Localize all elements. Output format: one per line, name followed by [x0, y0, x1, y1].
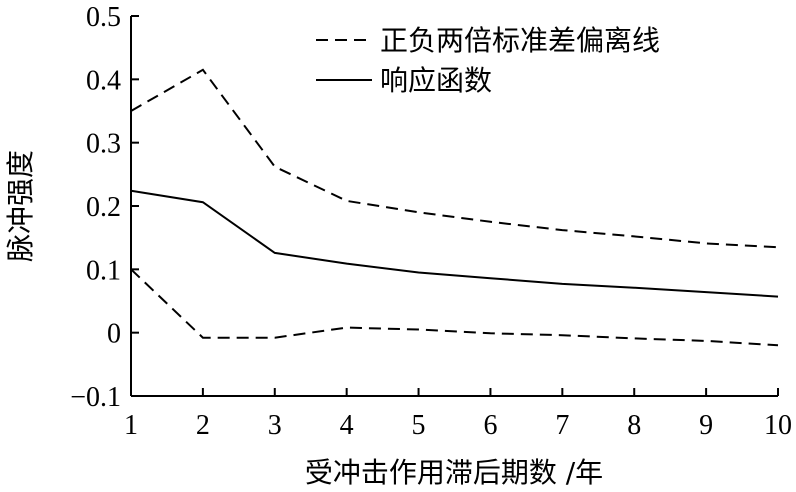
- legend-label-deviation: 正负两倍标准差偏离线: [380, 24, 660, 57]
- x-tick-label: 3: [268, 410, 282, 441]
- x-tick-label: 9: [699, 410, 713, 441]
- series-layer: [130, 68, 779, 347]
- x-axis-ticks: 1 2 3 4 5 6 7 8 9 10: [124, 388, 792, 441]
- x-tick-label: 1: [124, 410, 138, 441]
- x-tick-label: 6: [483, 410, 497, 441]
- x-tick-label: 5: [412, 410, 426, 441]
- series-lower-bound: [130, 268, 779, 347]
- y-tick-label: 0.3: [86, 129, 121, 160]
- x-tick-label: 7: [555, 410, 569, 441]
- y-tick-label: 0.1: [86, 255, 121, 286]
- legend: 正负两倍标准差偏离线 响应函数: [316, 24, 660, 97]
- x-axis-title: 受冲击作用滞后期数 /年: [305, 456, 603, 489]
- y-tick-label: 0: [107, 319, 121, 350]
- x-tick-label: 2: [196, 410, 210, 441]
- x-tick-label: 8: [627, 410, 641, 441]
- y-axis-ticks: 0.5 0.4 0.3 0.2 0.1 0 −0.1: [70, 2, 139, 413]
- series-upper-bound: [130, 68, 779, 249]
- y-tick-label: 0.5: [86, 2, 121, 33]
- y-tick-label: 0.2: [86, 192, 121, 223]
- y-tick-label: 0.4: [86, 65, 121, 96]
- legend-label-response: 响应函数: [380, 64, 492, 97]
- y-axis-title: 脉冲强度: [4, 150, 37, 262]
- x-tick-label: 4: [340, 410, 354, 441]
- x-tick-label: 10: [764, 410, 792, 441]
- y-tick-label: −0.1: [70, 382, 121, 413]
- series-response: [130, 189, 779, 298]
